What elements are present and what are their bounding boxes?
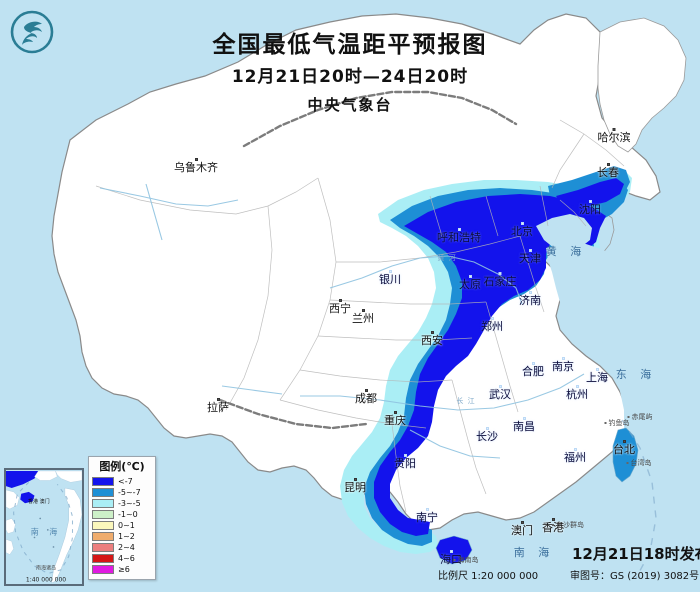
legend-range-label: <-7 xyxy=(118,477,133,486)
legend-color-swatch xyxy=(92,543,114,552)
legend-panel: 图例(℃) <-7 -5~-7 -3~-5 -1~0 0~1 1~2 2~4 4~6 ≥6 xyxy=(88,456,156,580)
cma-logo xyxy=(10,10,54,54)
legend-color-swatch xyxy=(92,488,114,497)
legend-range-label: -3~-5 xyxy=(118,499,141,508)
legend-range-label: 0~1 xyxy=(118,521,135,530)
issue-time-label: 12月21日18时发布 xyxy=(572,545,700,563)
legend-range-label: 1~2 xyxy=(118,532,135,541)
legend-color-swatch xyxy=(92,565,114,574)
legend-row: <-7 xyxy=(92,476,152,487)
legend-row: 1~2 xyxy=(92,531,152,542)
anomaly-core-northeast xyxy=(556,178,624,206)
legend-color-swatch xyxy=(92,510,114,519)
yellow-sea xyxy=(546,244,614,314)
legend-color-swatch xyxy=(92,532,114,541)
legend-color-swatch xyxy=(92,477,114,486)
legend-color-swatch xyxy=(92,554,114,563)
legend-row: 4~6 xyxy=(92,553,152,564)
inset-scale-label: 1:40 000 000 xyxy=(25,576,67,584)
legend-range-label: -5~-7 xyxy=(118,488,141,497)
bohai-bay xyxy=(536,214,592,252)
inset-nanhai-islands-label: 南海诸岛 xyxy=(35,565,57,572)
legend-row: -5~-7 xyxy=(92,487,152,498)
legend-row: ≥6 xyxy=(92,564,152,575)
approval-number-label: 审图号：GS (2019) 3082号 xyxy=(570,571,700,582)
legend-range-label: -1~0 xyxy=(118,510,138,519)
legend-color-swatch xyxy=(92,499,114,508)
legend-range-label: 4~6 xyxy=(118,554,135,563)
scale-label: 比例尺 1:20 000 000 xyxy=(438,571,539,582)
legend-row: 0~1 xyxy=(92,520,152,531)
legend-range-label: ≥6 xyxy=(118,565,130,574)
legend-row: 2~4 xyxy=(92,542,152,553)
legend-row: -3~-5 xyxy=(92,498,152,509)
legend-range-label: 2~4 xyxy=(118,543,135,552)
china-landmass xyxy=(51,13,661,531)
south-china-sea-inset: 香港 澳门 南 海 南海诸岛 1:40 000 000 xyxy=(4,468,84,586)
maritime-boundary xyxy=(621,419,657,579)
inset-hk-macau-label: 香港 澳门 xyxy=(28,499,50,505)
national-border xyxy=(218,90,518,430)
east-sea-overlay xyxy=(470,234,700,592)
river-network xyxy=(99,183,585,459)
legend-title: 图例(℃) xyxy=(99,460,145,473)
legend-color-swatch xyxy=(92,521,114,530)
inset-south-china-sea-label: 南 海 xyxy=(30,527,62,537)
hainan-island xyxy=(435,535,473,565)
legend-row: -1~0 xyxy=(92,509,152,520)
neighbor-land-northeast xyxy=(597,17,687,153)
legend-rows: <-7 -5~-7 -3~-5 -1~0 0~1 1~2 2~4 4~6 ≥6 xyxy=(92,476,152,575)
province-boundaries xyxy=(95,119,625,513)
